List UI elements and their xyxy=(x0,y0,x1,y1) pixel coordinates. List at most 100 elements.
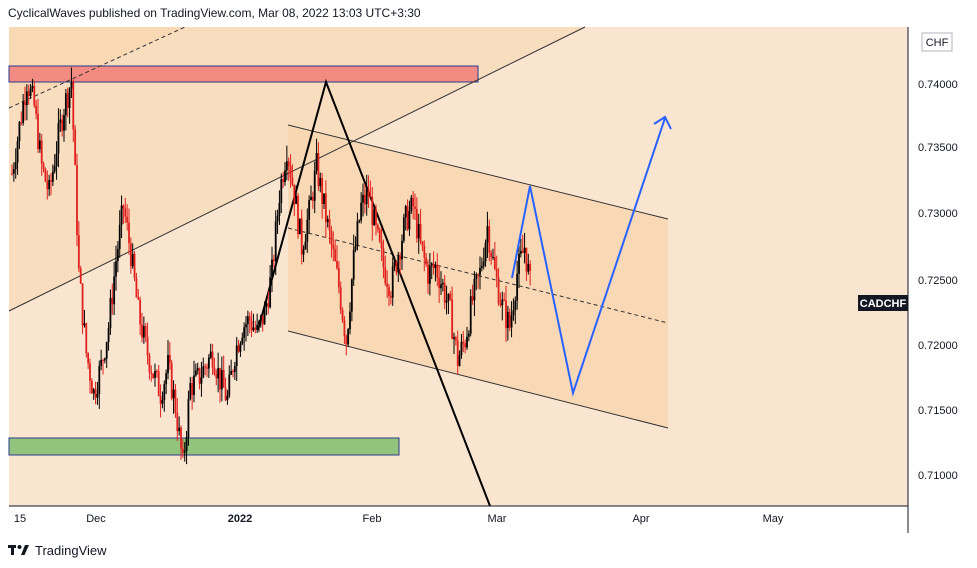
candle-body xyxy=(27,91,30,96)
candle-body xyxy=(291,177,294,185)
candle-body xyxy=(267,303,270,308)
candle-body xyxy=(477,274,480,276)
candle-body xyxy=(467,333,470,337)
candle-body xyxy=(191,383,194,396)
x-tick-label: Apr xyxy=(632,513,649,525)
candle-body xyxy=(120,205,123,225)
candle-body xyxy=(269,277,272,308)
channel-mid-line xyxy=(287,227,669,324)
candle-body xyxy=(35,105,38,114)
candle-body xyxy=(189,383,192,400)
candle-body xyxy=(258,321,260,325)
candle-body xyxy=(378,229,381,242)
y-tick-label: 0.73000 xyxy=(918,208,958,220)
symbol-price-tag xyxy=(858,295,908,311)
candle-body xyxy=(107,328,110,343)
candle-body xyxy=(304,241,307,250)
candle-body xyxy=(475,274,478,279)
candle-body xyxy=(150,371,153,374)
candle-body xyxy=(427,264,429,284)
candle-body xyxy=(295,195,298,205)
y-tick-label: 0.71000 xyxy=(918,470,958,482)
x-tick-label: May xyxy=(763,513,784,525)
candle-body xyxy=(83,323,86,326)
candle-body xyxy=(53,166,56,172)
candle-body xyxy=(165,373,168,385)
channel-top-line xyxy=(287,124,669,220)
candle-body xyxy=(204,366,207,368)
resistance-zone xyxy=(8,65,479,83)
candle-body xyxy=(96,393,99,398)
candle-body xyxy=(278,202,281,216)
candle-body xyxy=(293,184,296,205)
candle-body xyxy=(68,88,71,108)
footer-brand: TradingView xyxy=(35,542,107,558)
candle-body xyxy=(202,366,205,378)
candle-body xyxy=(311,196,314,201)
x-tick-label: Dec xyxy=(86,513,106,525)
candle-body xyxy=(388,287,390,297)
y-axis-ticks: 0.74000 0.73500 0.73000 0.72500 0.72000 … xyxy=(918,79,958,482)
candle-body xyxy=(419,223,422,242)
candle-body xyxy=(369,196,372,198)
candle-body xyxy=(87,353,90,364)
candle-body xyxy=(298,218,301,235)
candle-body xyxy=(215,374,218,379)
candle-body xyxy=(358,220,361,222)
candle-body xyxy=(399,256,402,260)
candle-body xyxy=(144,326,147,337)
candle-body xyxy=(250,320,253,331)
candle-body xyxy=(180,427,182,449)
candle-body xyxy=(187,399,190,438)
candle-body xyxy=(239,343,242,352)
candle-body xyxy=(464,343,467,348)
candle-body xyxy=(193,375,195,396)
candle-body xyxy=(133,253,136,278)
candle-body xyxy=(126,216,129,223)
candle-body xyxy=(321,177,324,204)
candle-body xyxy=(516,273,519,301)
candle-body xyxy=(456,340,459,366)
candle-body xyxy=(196,368,199,371)
projection-arrowhead xyxy=(653,115,672,130)
candle-body xyxy=(484,242,487,262)
candle-body xyxy=(181,448,184,453)
candle-body xyxy=(42,163,45,169)
candle-body xyxy=(154,370,156,378)
candle-body xyxy=(375,209,377,225)
candle-body xyxy=(425,257,428,265)
candle-body xyxy=(44,168,47,182)
y-tick-label: 0.73500 xyxy=(918,142,958,154)
candle-body xyxy=(497,277,500,304)
candle-body xyxy=(265,303,268,307)
x-tick-label: Feb xyxy=(363,513,382,525)
candle-body xyxy=(441,282,444,285)
candle-body xyxy=(367,189,370,197)
candle-body xyxy=(410,197,413,211)
candle-body xyxy=(183,450,186,453)
candle-body xyxy=(135,277,138,298)
candle-body xyxy=(261,315,264,325)
candle-body xyxy=(167,354,169,374)
candle-body xyxy=(252,327,255,331)
candle-body xyxy=(373,209,376,226)
candle-body xyxy=(356,221,359,247)
candle-body xyxy=(90,380,93,394)
candle-body xyxy=(313,170,316,201)
candle-body xyxy=(380,241,383,249)
footer: TradingView xyxy=(8,540,107,560)
candle-body xyxy=(402,217,405,241)
x-tick-label: Mar xyxy=(488,513,507,525)
candle-body xyxy=(57,123,60,154)
candle-body xyxy=(310,196,312,201)
candle-body xyxy=(29,88,32,96)
candle-body xyxy=(482,261,485,266)
candle-body xyxy=(103,358,106,361)
candle-body xyxy=(506,311,509,329)
candle-body xyxy=(254,327,257,330)
x-tick-label: 2022 xyxy=(228,513,252,525)
candle-body xyxy=(492,256,494,258)
candle-body xyxy=(232,370,234,373)
candle-body xyxy=(243,327,246,338)
candle-body xyxy=(389,296,392,298)
